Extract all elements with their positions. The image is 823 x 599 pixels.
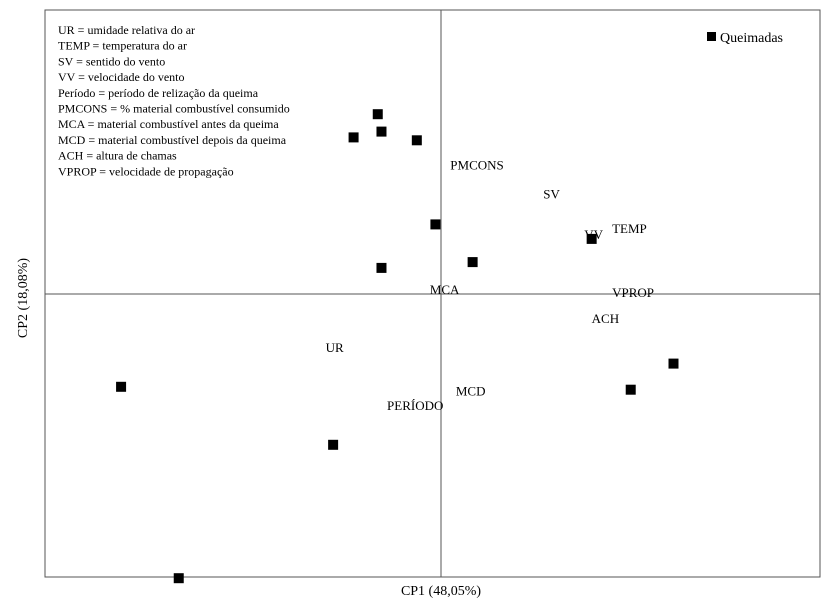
data-point [430, 219, 441, 230]
y-axis-title: CP2 (18,08%) [16, 258, 31, 338]
data-point [668, 358, 679, 369]
abbreviation-key-line: PMCONS = % material combustível consumid… [58, 102, 290, 116]
data-point [376, 126, 387, 137]
abbreviation-key-line: MCA = material combustível antes da quei… [58, 117, 279, 131]
variable-label-temp: TEMP [612, 221, 647, 236]
variable-label-sv: SV [543, 186, 560, 201]
abbreviation-key-line: MCD = material combustível depois da que… [58, 133, 287, 147]
data-point [467, 257, 478, 268]
variable-label-ach: ACH [592, 311, 619, 326]
data-point [586, 233, 597, 244]
variable-label-vprop: VPROP [612, 285, 654, 300]
legend-label: Queimadas [720, 31, 783, 46]
variable-label-ur: UR [326, 340, 344, 355]
abbreviation-key-line: ACH = altura de chamas [58, 149, 177, 163]
abbreviation-key-line: UR = umidade relativa do ar [58, 23, 195, 37]
variable-label-pmcons: PMCONS [450, 157, 503, 172]
data-point [116, 381, 127, 392]
legend-marker [707, 32, 716, 41]
variable-label-período: PERÍODO [387, 398, 443, 413]
x-axis-title: CP1 (48,05%) [401, 584, 481, 599]
abbreviation-key-line: VPROP = velocidade de propagação [58, 164, 234, 178]
variable-label-mcd: MCD [456, 384, 486, 399]
data-point [173, 573, 184, 584]
abbreviation-key-line: VV = velocidade do vento [58, 70, 185, 84]
abbreviation-key-line: TEMP = temperatura do ar [58, 39, 187, 53]
data-point [411, 135, 422, 146]
data-point [372, 109, 383, 120]
abbreviation-key-line: Período = período de relização da queima [58, 86, 259, 100]
variable-label-mca: MCA [430, 282, 460, 297]
abbreviation-key-line: SV = sentido do vento [58, 54, 165, 68]
data-point [376, 262, 387, 273]
data-point [625, 384, 636, 395]
data-point [348, 132, 359, 143]
data-point [328, 439, 339, 450]
